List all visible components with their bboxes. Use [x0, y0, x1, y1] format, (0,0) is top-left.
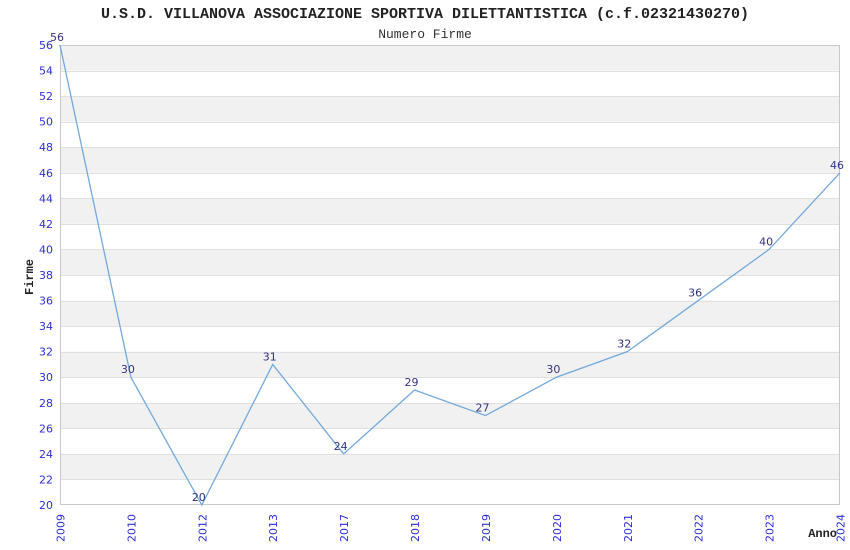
grid-band [60, 351, 840, 378]
x-tick-label: 2022 [693, 514, 706, 542]
y-tick-label: 40 [39, 243, 53, 256]
data-point-label: 29 [405, 376, 419, 389]
y-tick-label: 38 [39, 269, 53, 282]
grid-band [60, 377, 840, 403]
data-point-label: 56 [50, 31, 64, 44]
grid-band [60, 249, 840, 275]
grid-band [60, 121, 840, 148]
x-tick-label: 2019 [480, 514, 493, 542]
y-tick-label: 36 [39, 295, 53, 308]
grid-band [60, 453, 840, 480]
grid-band [60, 479, 840, 505]
x-tick-label: 2024 [835, 514, 848, 542]
y-tick-label: 24 [39, 448, 53, 461]
grid-band [60, 172, 840, 199]
x-tick-label: 2018 [409, 514, 422, 542]
grid-band [60, 96, 840, 122]
grid-band [60, 223, 840, 250]
data-point-label: 27 [475, 402, 489, 415]
x-tick-label: 2021 [622, 514, 635, 542]
y-tick-label: 28 [39, 397, 53, 410]
data-point-label: 30 [121, 363, 135, 376]
data-point-label: 32 [617, 338, 631, 351]
x-axis-title: Anno [808, 527, 837, 541]
y-tick-label: 44 [39, 192, 53, 205]
data-point-label: 30 [546, 363, 560, 376]
grid-band [60, 198, 840, 224]
grid-band [60, 300, 840, 327]
x-tick-label: 2023 [764, 514, 777, 542]
series-line [59, 44, 841, 507]
data-point-label: 20 [192, 491, 206, 504]
y-tick-label: 54 [39, 65, 53, 78]
x-tick-label: 2017 [338, 514, 351, 542]
y-tick-label: 22 [39, 473, 53, 486]
plot-border [60, 45, 840, 505]
grid-band [60, 428, 840, 454]
grid-band [60, 275, 840, 301]
data-point-label: 36 [688, 287, 702, 300]
y-tick-label: 42 [39, 218, 53, 231]
y-tick-label: 50 [39, 116, 53, 129]
chart-title: U.S.D. VILLANOVA ASSOCIAZIONE SPORTIVA D… [100, 6, 750, 23]
data-point-label: 31 [263, 350, 277, 363]
grid-band [60, 45, 840, 71]
y-tick-label: 20 [39, 499, 53, 512]
x-tick-label: 2009 [55, 514, 68, 542]
x-tick-label: 2010 [125, 514, 138, 542]
grid-band [60, 70, 840, 97]
data-point-label: 46 [830, 159, 844, 172]
grid-band [60, 326, 840, 352]
grid-band [60, 402, 840, 429]
data-point-label: 24 [334, 440, 348, 453]
y-tick-label: 48 [39, 141, 53, 154]
x-tick-label: 2013 [267, 514, 280, 542]
y-tick-label: 46 [39, 167, 53, 180]
y-tick-label: 32 [39, 346, 53, 359]
y-tick-label: 30 [39, 371, 53, 384]
x-tick-label: 2020 [551, 514, 564, 542]
grid-band [60, 147, 840, 173]
data-point-label: 40 [759, 235, 773, 248]
y-tick-label: 52 [39, 90, 53, 103]
y-tick-label: 56 [39, 39, 53, 52]
y-tick-label: 34 [39, 320, 53, 333]
y-tick-label: 26 [39, 422, 53, 435]
chart-subtitle: Numero Firme [378, 27, 472, 42]
x-tick-label: 2012 [196, 514, 209, 542]
